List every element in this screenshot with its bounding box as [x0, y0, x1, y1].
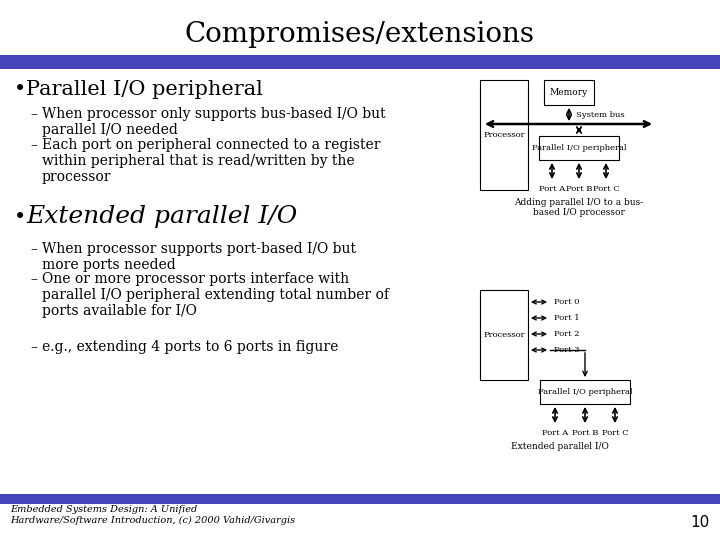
- Text: •: •: [14, 208, 26, 227]
- Text: System bus: System bus: [576, 111, 624, 119]
- Text: Parallel I/O peripheral: Parallel I/O peripheral: [538, 388, 632, 396]
- Text: Port A: Port A: [542, 429, 568, 437]
- Text: –: –: [30, 340, 37, 354]
- Text: Processor: Processor: [483, 331, 525, 339]
- Text: Port B: Port B: [566, 185, 592, 193]
- Bar: [480, 80, 528, 190]
- Text: e.g., extending 4 ports to 6 ports in figure: e.g., extending 4 ports to 6 ports in fi…: [42, 340, 338, 354]
- Text: Parallel I/O peripheral: Parallel I/O peripheral: [26, 80, 263, 99]
- Text: Each port on peripheral connected to a register
within peripheral that is read/w: Each port on peripheral connected to a r…: [42, 138, 380, 184]
- Text: Port B: Port B: [572, 429, 598, 437]
- Text: Port C: Port C: [602, 429, 629, 437]
- Text: Processor: Processor: [483, 131, 525, 139]
- Text: Port 2: Port 2: [554, 330, 580, 338]
- Bar: [0, 55, 720, 69]
- Text: Port C: Port C: [593, 185, 619, 193]
- Text: One or more processor ports interface with
parallel I/O peripheral extending tot: One or more processor ports interface wi…: [42, 272, 389, 319]
- Text: Port A: Port A: [539, 185, 565, 193]
- Text: –: –: [30, 272, 37, 286]
- Bar: [540, 380, 630, 404]
- Text: –: –: [30, 138, 37, 152]
- Text: –: –: [30, 107, 37, 121]
- Text: •: •: [14, 80, 26, 99]
- Text: Port 0: Port 0: [554, 298, 580, 306]
- Text: 10: 10: [690, 515, 710, 530]
- Bar: [544, 80, 594, 105]
- Text: Hardware/Software Introduction, (c) 2000 Vahid/Givargis: Hardware/Software Introduction, (c) 2000…: [10, 516, 295, 525]
- Bar: [539, 136, 619, 160]
- Text: Port 1: Port 1: [554, 314, 580, 322]
- Bar: [0, 494, 720, 504]
- Text: When processor only supports bus-based I/O but
parallel I/O needed: When processor only supports bus-based I…: [42, 107, 386, 137]
- Text: –: –: [30, 242, 37, 256]
- Text: Extended parallel I/O: Extended parallel I/O: [26, 205, 297, 228]
- Text: Parallel I/O peripheral: Parallel I/O peripheral: [531, 144, 626, 152]
- Text: When processor supports port-based I/O but
more ports needed: When processor supports port-based I/O b…: [42, 242, 356, 272]
- Text: Adding parallel I/O to a bus-
based I/O processor: Adding parallel I/O to a bus- based I/O …: [514, 198, 644, 218]
- Bar: [480, 290, 528, 380]
- Text: Port 3: Port 3: [554, 346, 580, 354]
- Text: Extended parallel I/O: Extended parallel I/O: [511, 442, 609, 451]
- Text: Embedded Systems Design: A Unified: Embedded Systems Design: A Unified: [10, 505, 197, 514]
- Text: Memory: Memory: [550, 88, 588, 97]
- Text: Compromises/extensions: Compromises/extensions: [185, 21, 535, 48]
